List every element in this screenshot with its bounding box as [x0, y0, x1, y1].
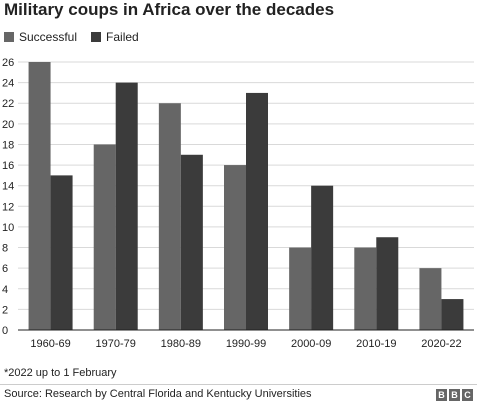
footnote: *2022 up to 1 February [4, 367, 117, 379]
bar-failed [50, 175, 73, 330]
bar-failed [311, 185, 334, 330]
bar-failed [376, 237, 399, 330]
x-tick-label: 1970-79 [96, 338, 136, 350]
bar-failed [246, 92, 268, 330]
bar-successful [224, 165, 246, 330]
y-tick-label: 10 [2, 222, 14, 234]
y-tick-label: 20 [2, 119, 14, 131]
x-tick-label: 1990-99 [226, 338, 266, 350]
bar-successful [354, 247, 377, 330]
x-tick-label: 1960-69 [30, 338, 70, 350]
x-tick-label: 1980-89 [161, 338, 201, 350]
y-tick-label: 14 [2, 181, 14, 193]
chart-title: Military coups in Africa over the decade… [4, 0, 335, 19]
y-tick-label: 4 [2, 284, 8, 296]
y-tick-label: 2 [2, 304, 8, 316]
legend-swatch-failed [91, 32, 102, 42]
legend-swatch-successful [4, 32, 14, 42]
bar-successful [28, 62, 51, 330]
source-text: Source: Research by Central Florida and … [4, 388, 312, 400]
bar-successful [289, 247, 312, 330]
x-tick-label: 2010-19 [356, 338, 396, 350]
y-tick-label: 24 [2, 78, 14, 90]
legend-item-failed: Failed [91, 30, 139, 44]
footer-divider [0, 384, 477, 385]
y-tick-label: 22 [2, 98, 14, 110]
bar-successful [158, 103, 181, 330]
legend-item-successful: Successful [4, 30, 77, 44]
legend-label-failed: Failed [106, 30, 139, 44]
y-tick-label: 16 [2, 160, 14, 172]
bbc-logo-letter: B [436, 389, 447, 401]
bbc-logo-letter: B [449, 389, 460, 401]
x-tick-label: 2000-09 [291, 338, 331, 350]
bbc-logo: B B C [436, 389, 473, 401]
bbc-logo-letter: C [462, 389, 473, 401]
bar-successful [419, 268, 442, 330]
legend-label-successful: Successful [19, 30, 78, 44]
bar-successful [93, 144, 116, 330]
y-tick-label: 12 [2, 201, 14, 213]
x-tick-label: 2020-22 [421, 338, 461, 350]
y-tick-label: 6 [2, 263, 8, 275]
y-tick-label: 18 [2, 139, 14, 151]
legend: Successful Failed [4, 30, 153, 44]
y-tick-label: 26 [2, 57, 14, 69]
bar-failed [180, 154, 203, 330]
y-tick-label: 8 [2, 243, 8, 255]
bar-failed [441, 299, 464, 330]
y-tick-label: 0 [2, 325, 8, 337]
bar-failed [115, 82, 138, 330]
